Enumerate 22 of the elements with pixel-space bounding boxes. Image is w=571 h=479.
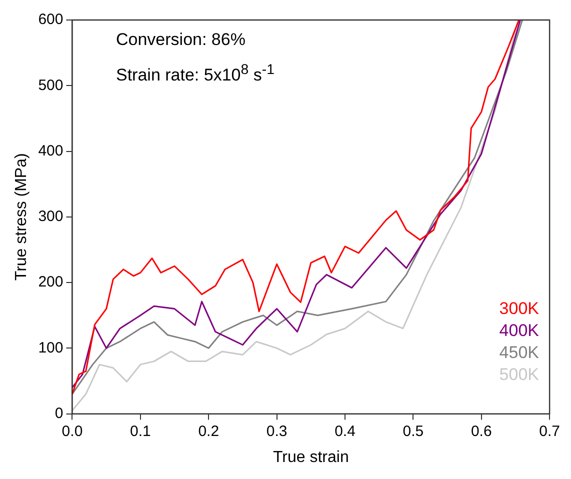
x-axis-title: True strain	[272, 448, 349, 466]
x-tick-label: 0.6	[470, 422, 492, 440]
y-tick-label: 300	[38, 208, 64, 226]
y-axis-title: True stress (MPa)	[13, 153, 30, 281]
text: 400K	[499, 320, 539, 342]
x-tick-label: 0.0	[62, 422, 83, 440]
text: 450K	[499, 342, 539, 364]
annotation: Conversion: 86%	[116, 30, 246, 50]
y-tick-label: 600	[38, 11, 64, 28]
x-tick-label: 0.4	[334, 422, 356, 440]
x-tick-label: 0.1	[130, 422, 151, 440]
x-tick-label: 0.2	[198, 422, 220, 440]
y-tick-label: 400	[38, 142, 64, 160]
y-tick-label: 100	[38, 339, 64, 356]
x-tick-label: 0.3	[266, 422, 288, 440]
x-tick-label: 0.7	[539, 422, 560, 440]
y-tick-label: 0	[54, 404, 64, 422]
y-tick-label: 500	[38, 76, 64, 94]
y-tick-label: 200	[38, 274, 64, 291]
x-tick-label: 0.5	[402, 422, 424, 440]
annotation: Strain rate: 5x10$^{8}$ s$^{-1}$	[116, 62, 274, 86]
text: 300K	[499, 298, 539, 320]
